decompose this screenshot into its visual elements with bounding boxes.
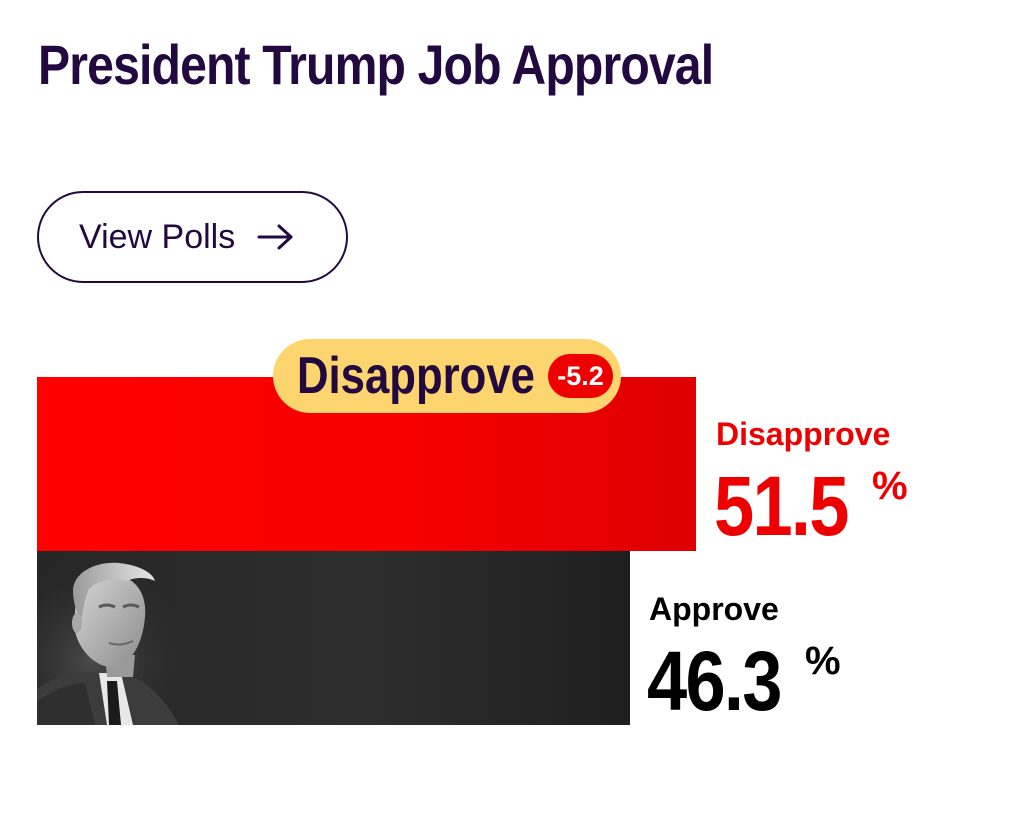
page-title: President Trump Job Approval [38,33,714,96]
approve-percent-sign: % [805,639,841,683]
approve-label: Approve [649,591,779,627]
trump-portrait [37,551,197,725]
approve-number: 46.3 [647,634,782,728]
arrow-right-icon [257,223,295,251]
view-polls-label: View Polls [79,217,236,256]
approve-value: 46.3 % [647,634,841,728]
leader-label: Disapprove [297,347,535,405]
view-polls-button[interactable]: View Polls [37,191,348,283]
disapprove-bar [37,377,696,551]
leader-badge: Disapprove -5.2 [273,339,621,413]
disapprove-number: 51.5 [714,459,849,553]
spread-badge: -5.2 [548,354,613,398]
disapprove-label: Disapprove [716,416,891,452]
disapprove-value: 51.5 % [714,459,908,553]
disapprove-percent-sign: % [872,464,908,508]
approve-bar [37,551,630,725]
